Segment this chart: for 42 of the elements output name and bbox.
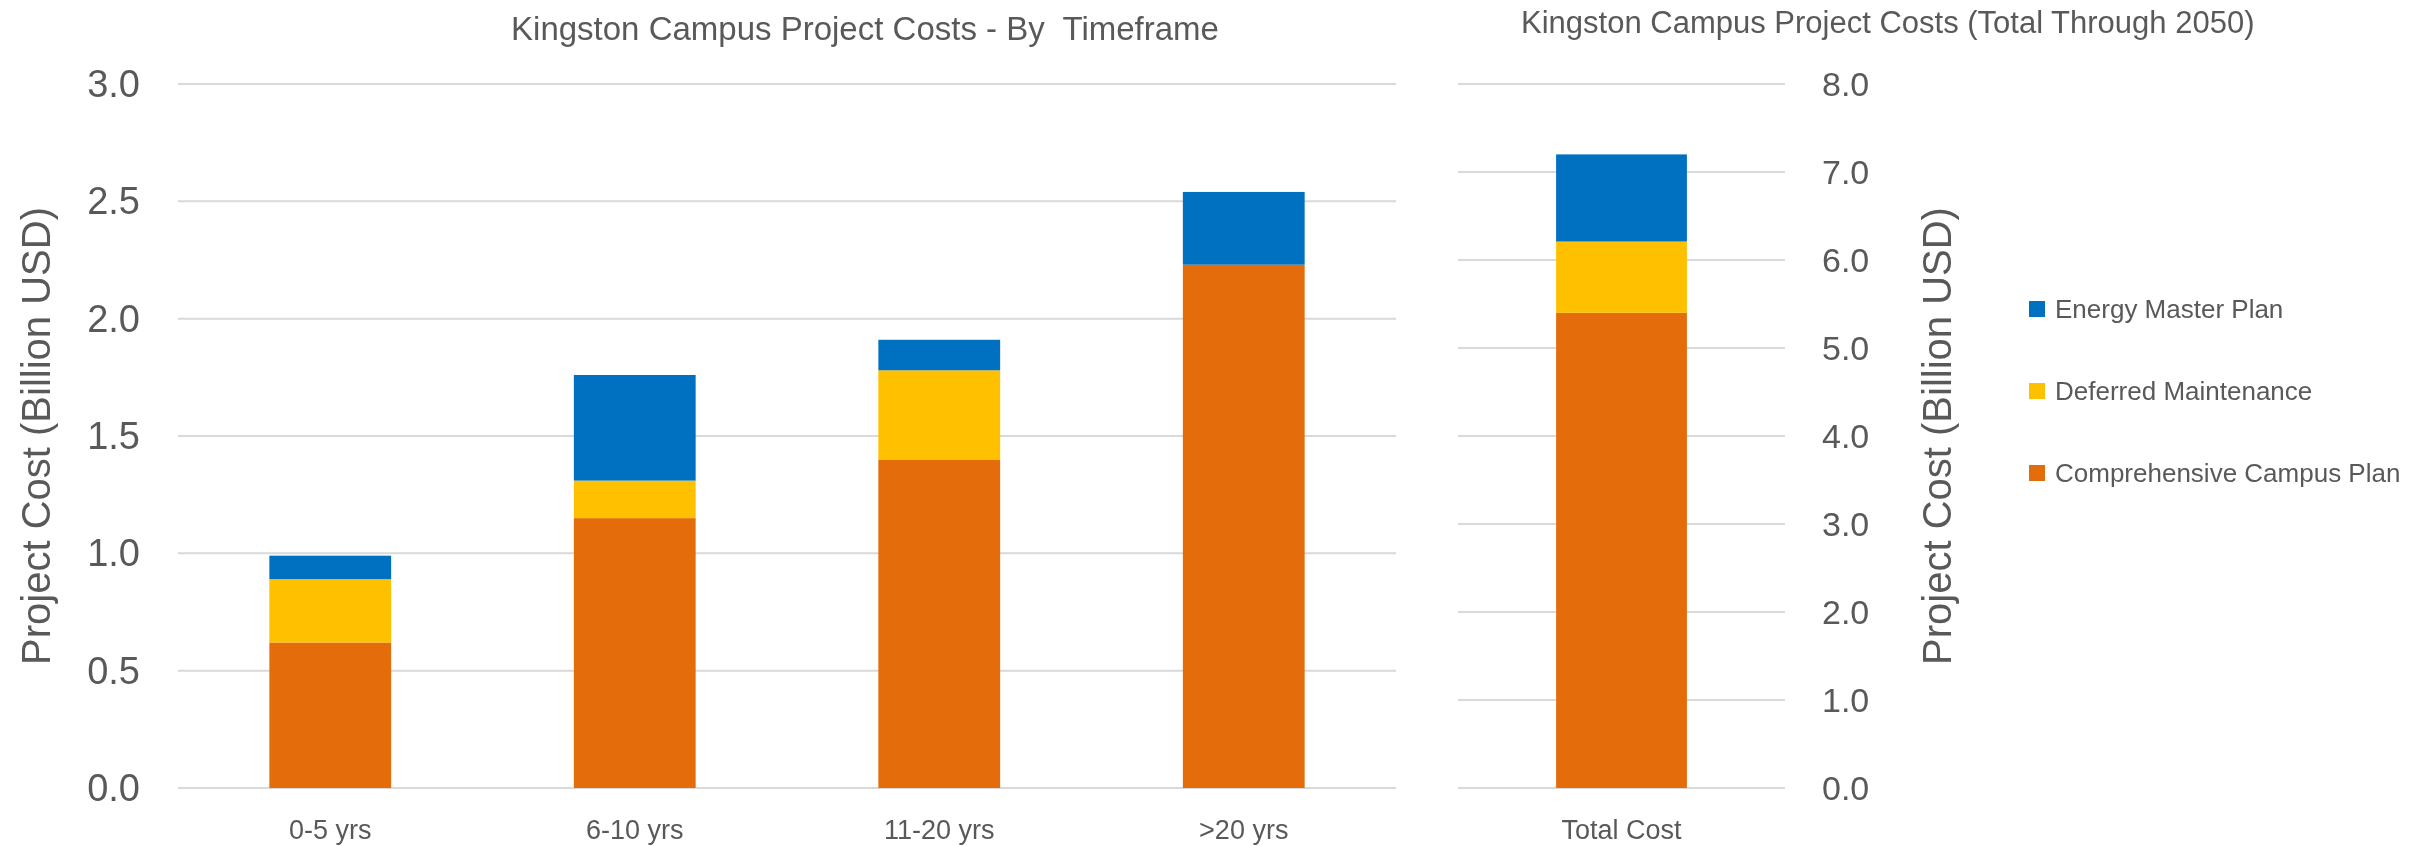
bar (269, 555, 392, 580)
x-tick-label: 11-20 yrs (883, 815, 995, 845)
y-tick-label: 2.0 (87, 297, 140, 340)
legend-label: Energy Master Plan (2055, 294, 2284, 324)
y-tick-label: 0.0 (87, 767, 140, 809)
bar (573, 480, 696, 519)
x-tick-label: 0-5 yrs (288, 815, 372, 845)
bar (1182, 264, 1305, 788)
y2-tick-label: 7.0 (1822, 153, 1870, 191)
y2-tick-label: 6.0 (1822, 241, 1870, 279)
bar (269, 642, 392, 788)
y2-tick-label: 0.0 (1822, 769, 1870, 807)
y2-tick-label: 8.0 (1822, 65, 1870, 103)
y2-tick-label: 2.0 (1822, 593, 1870, 631)
bar (878, 370, 1001, 460)
bar (573, 374, 696, 481)
y-tick-label: 0.5 (87, 649, 140, 692)
y-axis-title: Project Cost (Billion USD) (14, 207, 58, 665)
y2-tick-label: 1.0 (1822, 681, 1870, 719)
y2-tick-label: 4.0 (1822, 417, 1870, 455)
bar (573, 518, 696, 788)
y2-axis-title: Project Cost (Billion USD) (1915, 207, 1959, 665)
bar (1556, 241, 1687, 313)
y-tick-label: 1.5 (87, 415, 140, 457)
chart-title: Kingston Campus Project Costs - By Timeframe (511, 10, 1219, 47)
y-tick-label: 1.0 (87, 532, 140, 575)
bar (878, 459, 1001, 788)
x-tick-label: 6-10 yrs (585, 815, 684, 845)
legend-label: Deferred Maintenance (2055, 376, 2313, 406)
y-tick-label: 2.5 (87, 180, 140, 223)
bar (1182, 191, 1305, 265)
bar (1556, 154, 1687, 242)
text: Kingston Campus Project Costs (Total Through 2050) (1521, 5, 2255, 40)
bar (269, 579, 392, 643)
y2-tick-label: 3.0 (1822, 505, 1870, 543)
y2-tick-label: 5.0 (1822, 329, 1870, 367)
x-tick-label: Total Cost (1561, 815, 1683, 845)
bar (878, 339, 1001, 371)
legend-label: Comprehensive Campus Plan (2055, 458, 2401, 488)
x-tick-label: >20 yrs (1199, 815, 1289, 845)
y-tick-label: 3.0 (87, 63, 140, 105)
bar (1556, 312, 1687, 788)
